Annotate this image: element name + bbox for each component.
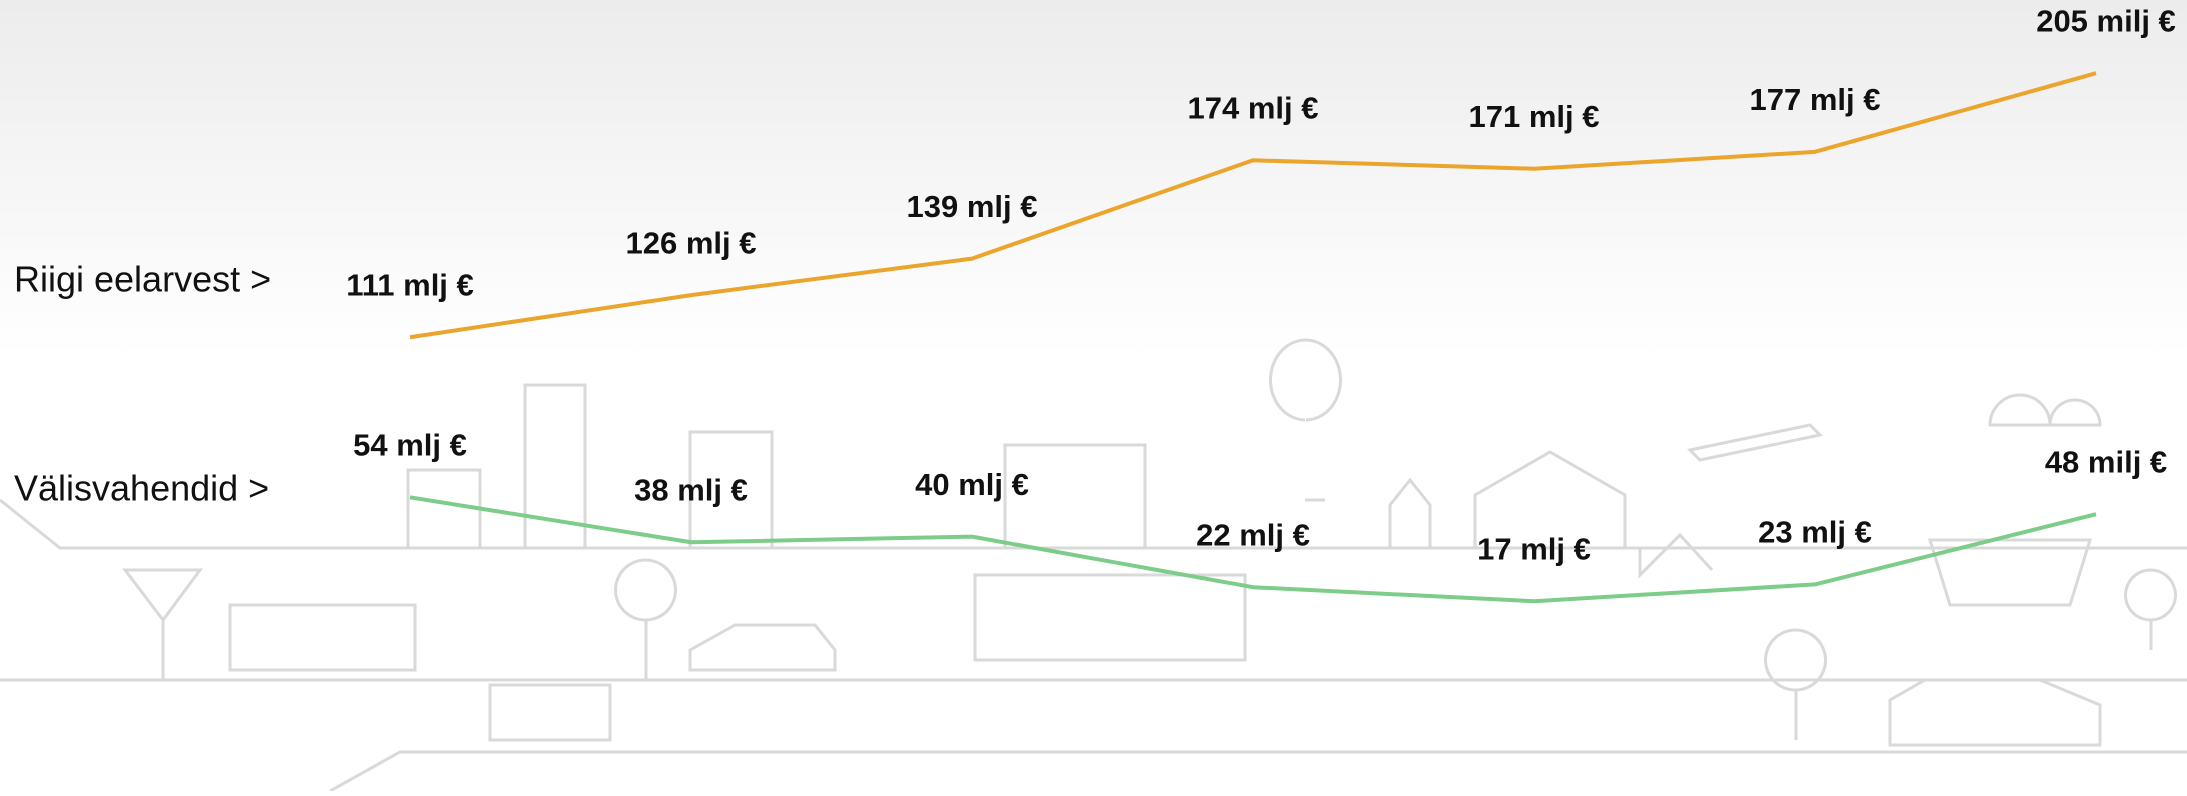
chart: Riigi eelarvest > 111 mlj € 126 mlj € 139 m… <box>0 0 2187 791</box>
series-name: Välisvahendid > <box>14 468 269 509</box>
value-label: 205 milj € <box>2036 3 2176 38</box>
value-label: 23 mlj € <box>1758 515 1872 550</box>
value-label: 40 mlj € <box>915 467 1029 502</box>
value-label: 111 mlj € <box>346 267 474 302</box>
page: {"chart_data": {"type": "line", "ylim": … <box>0 0 2187 791</box>
value-label: 22 mlj € <box>1196 517 1310 552</box>
background <box>0 0 2187 791</box>
series-name: Riigi eelarvest > <box>14 259 271 300</box>
value-label: 139 mlj € <box>907 189 1038 224</box>
value-label: 38 mlj € <box>634 472 748 507</box>
value-label: 48 milj € <box>2045 444 2167 479</box>
value-label: 171 mlj € <box>1469 99 1600 134</box>
value-label: 54 mlj € <box>353 428 467 463</box>
value-label: 177 mlj € <box>1750 82 1881 117</box>
value-label: 174 mlj € <box>1188 90 1319 125</box>
value-label: 17 mlj € <box>1477 531 1591 566</box>
value-label: 126 mlj € <box>626 225 757 260</box>
